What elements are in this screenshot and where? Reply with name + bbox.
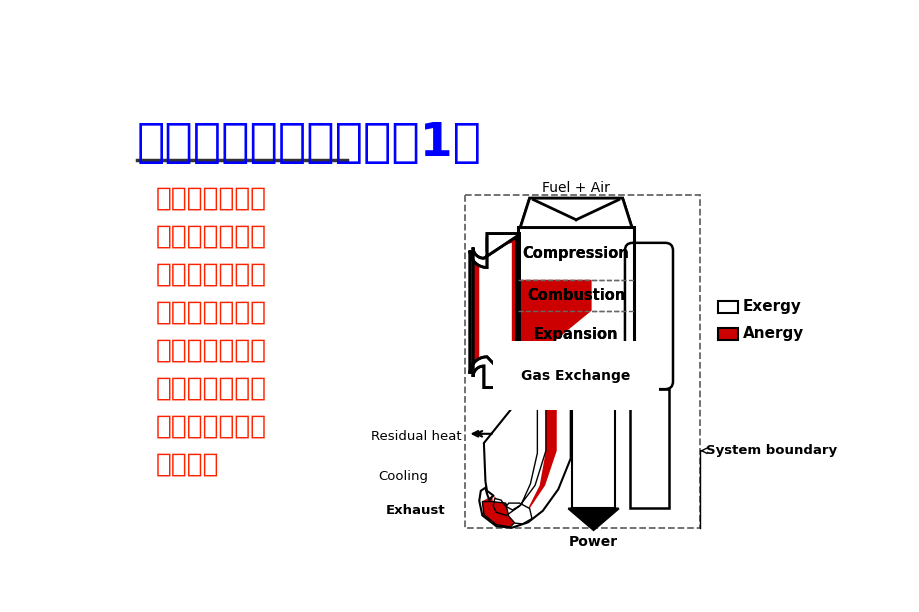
Text: Combustion: Combustion — [527, 288, 625, 303]
Text: Gas Exchange: Gas Exchange — [520, 368, 630, 382]
Text: Anergy: Anergy — [742, 326, 803, 341]
Text: Compression: Compression — [522, 246, 629, 261]
Text: Expansion: Expansion — [533, 327, 618, 342]
Polygon shape — [520, 198, 631, 228]
Polygon shape — [568, 509, 618, 530]
Polygon shape — [505, 503, 531, 524]
Text: System boundary: System boundary — [705, 444, 835, 457]
Polygon shape — [517, 280, 591, 370]
FancyBboxPatch shape — [624, 243, 673, 389]
Bar — [717, 327, 737, 340]
Text: Fuel + Air: Fuel + Air — [541, 181, 609, 195]
Bar — [717, 300, 737, 313]
Text: Gas Exchange: Gas Exchange — [521, 368, 630, 382]
Text: 使发动机在所有
工况下都保持在
适当的温度范围
内。防止发动机
过热、过冷；起
动后迅速升温，
尽快达到正常工
作温度。: 使发动机在所有 工况下都保持在 适当的温度范围 内。防止发动机 过热、过冷；起 … — [155, 185, 267, 477]
Polygon shape — [492, 392, 539, 514]
Text: Exergy: Exergy — [742, 299, 800, 314]
Text: Combustion: Combustion — [527, 288, 625, 303]
Polygon shape — [482, 393, 556, 524]
Text: Compression: Compression — [522, 246, 629, 261]
Text: Expansion: Expansion — [533, 327, 618, 342]
Text: 冷却系统功用和类型（1）: 冷却系统功用和类型（1） — [137, 121, 482, 166]
Polygon shape — [520, 198, 631, 228]
Text: Exhaust: Exhaust — [386, 504, 446, 517]
Polygon shape — [630, 389, 668, 509]
Text: Residual heat: Residual heat — [370, 430, 460, 443]
Polygon shape — [572, 393, 614, 509]
Polygon shape — [517, 228, 633, 393]
Text: Power: Power — [568, 536, 618, 550]
Polygon shape — [482, 502, 516, 527]
PathPatch shape — [470, 234, 519, 390]
Polygon shape — [479, 243, 511, 381]
Text: Cooling: Cooling — [378, 469, 428, 483]
Polygon shape — [473, 237, 516, 387]
